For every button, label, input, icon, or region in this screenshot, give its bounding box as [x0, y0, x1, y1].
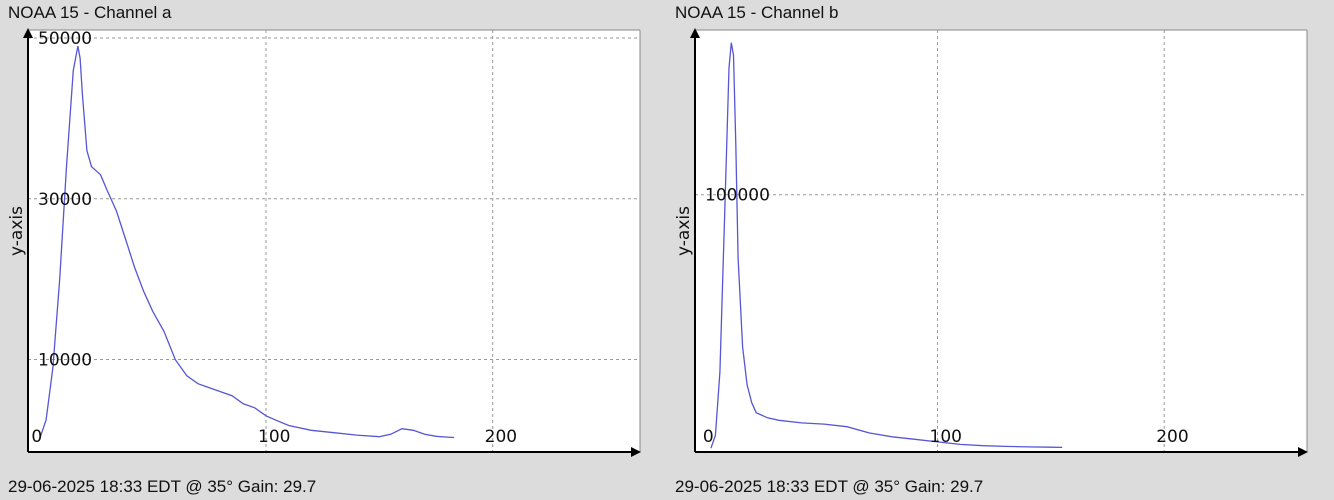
series-line: [38, 45, 455, 441]
y-tick-label: 10000: [38, 351, 92, 371]
plot-background: [28, 30, 640, 452]
chart-title: NOAA 15 - Channel a: [8, 3, 172, 22]
series-line: [710, 42, 1063, 449]
y-axis-label: y-axis: [7, 206, 27, 256]
y-axis-arrow: [23, 28, 33, 38]
x-tick-label: 0: [703, 427, 714, 447]
y-axis-arrow: [690, 28, 700, 38]
plot-area-channel-a: 0 100 200 10000 30000 50000 y-axis: [7, 28, 641, 457]
plot-area-channel-b: 0 100 200 100000 y-axis: [674, 28, 1308, 457]
y-axis-label: y-axis: [674, 206, 694, 256]
plot-background: [695, 30, 1307, 452]
y-tick-label: 30000: [38, 190, 92, 210]
x-axis-arrow: [1298, 447, 1308, 457]
chart-footer-info: 29-06-2025 18:33 EDT @ 35° Gain: 29.7: [8, 477, 317, 496]
y-tick-label: 100000: [705, 186, 770, 206]
chart-title: NOAA 15 - Channel b: [675, 3, 839, 22]
x-tick-label: 200: [485, 427, 517, 447]
x-tick-label: 200: [1156, 427, 1188, 447]
chart-panel-channel-a: NOAA 15 - Channel a 0 100 200 10000 30000 500…: [7, 3, 641, 496]
chart-panel-channel-b: NOAA 15 - Channel b 0 100 200 100000 y-axis …: [667, 0, 1334, 500]
x-tick-label: 100: [258, 427, 290, 447]
y-tick-label: 50000: [38, 29, 92, 49]
x-tick-label: 0: [31, 427, 42, 447]
x-tick-label: 100: [930, 427, 962, 447]
x-axis-arrow: [631, 447, 641, 457]
chart-footer-info: 29-06-2025 18:33 EDT @ 35° Gain: 29.7: [675, 477, 984, 496]
